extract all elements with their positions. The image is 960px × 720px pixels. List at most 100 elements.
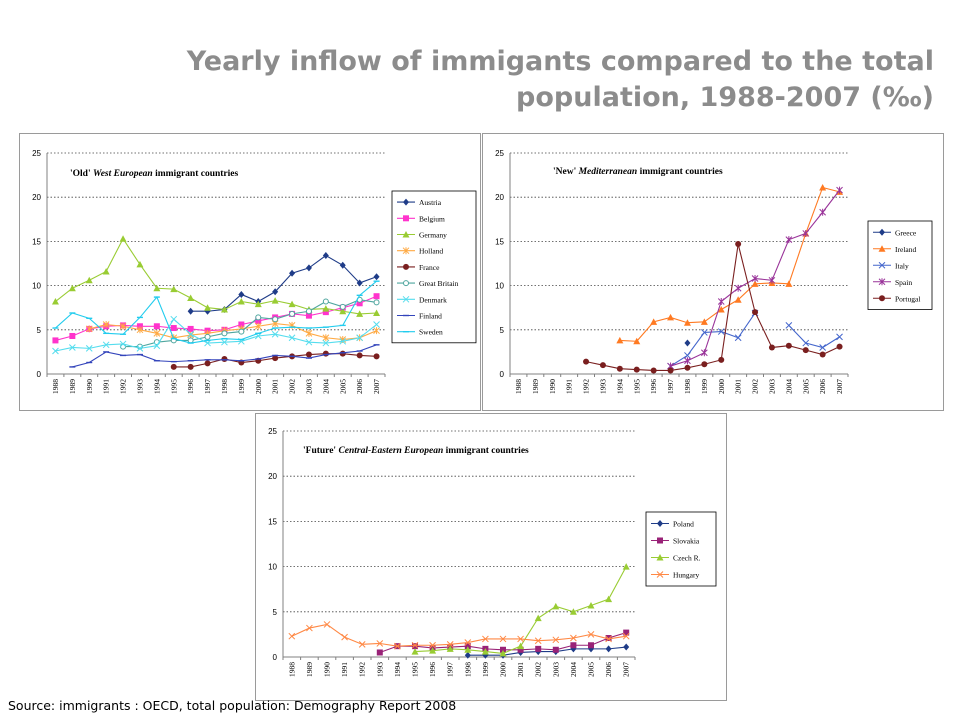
new-point-spain-2000 (718, 298, 724, 305)
future-ytick-20: 20 (268, 472, 277, 481)
future-ytick-25: 25 (268, 427, 277, 436)
old-xtick-1991: 1991 (102, 379, 111, 394)
old-xtick-1998: 1998 (220, 379, 229, 394)
old-xtick-2000: 2000 (254, 379, 263, 394)
new-ytick-20: 20 (495, 193, 504, 202)
old-point-france-1997 (205, 360, 211, 366)
new-gridlines (510, 153, 848, 330)
old-chart-title: 'Old' West European immigrant countries (70, 169, 239, 179)
new-xtick-1989: 1989 (531, 379, 540, 394)
old-xtick-1988: 1988 (51, 379, 60, 394)
future-xtick-2003: 2003 (551, 662, 560, 677)
old-ytick-20: 20 (32, 193, 41, 202)
old-point-germany-1999 (238, 298, 245, 305)
old-point-germany-1991 (103, 268, 110, 275)
future-xtick-2000: 2000 (499, 662, 508, 677)
slide-title-line-1: Yearly inflow of immigants compared to t… (100, 44, 934, 80)
old-xtick-1995: 1995 (169, 379, 178, 394)
old-legend-label-finland: Finland (419, 312, 442, 321)
future-line-poland (468, 647, 626, 655)
old-xtick-2004: 2004 (321, 379, 330, 394)
new-legend-label-italy: Italy (895, 261, 909, 270)
old-point-great-britain-2002 (290, 311, 295, 316)
new-point-portugal-2002 (752, 309, 758, 315)
old-point-austria-2003 (306, 264, 312, 271)
old-point-austria-1996 (188, 308, 194, 315)
old-ytick-10: 10 (32, 282, 41, 291)
future-chart-title-part: immigrant countries (443, 446, 529, 456)
old-point-great-britain-2005 (340, 304, 345, 309)
old-xtick-2005: 2005 (338, 379, 347, 394)
new-ytick-15: 15 (495, 237, 504, 246)
old-point-great-britain-2003 (306, 309, 311, 314)
old-xtick-2001: 2001 (271, 379, 280, 394)
old-legend-marker-france (403, 264, 409, 270)
new-xtick-2004: 2004 (784, 379, 793, 394)
old-xtick-2002: 2002 (288, 379, 297, 394)
new-xtick-2007: 2007 (835, 379, 844, 394)
new-series-greece (684, 340, 690, 347)
new-point-ireland-1997 (667, 314, 674, 321)
new-point-portugal-1994 (617, 366, 623, 372)
old-xtick-1999: 1999 (237, 379, 246, 394)
new-point-spain-2006 (820, 209, 826, 216)
old-legend-label-sweden: Sweden (419, 328, 443, 337)
future-xtick-1999: 1999 (481, 662, 490, 677)
future-xtick-1995: 1995 (411, 662, 420, 677)
new-chart-title-part: 'New' (553, 167, 579, 177)
old-point-germany-1989 (69, 285, 76, 292)
old-legend: AustriaBelgiumGermanyHollandFranceGreat … (392, 191, 476, 343)
future-xtick-1993: 1993 (375, 662, 384, 677)
new-xtick-1992: 1992 (582, 379, 591, 394)
new-point-spain-2004 (786, 236, 792, 243)
chart-panel-new-mediterranean: 0 5 10 15 20 25 1988 1989 1990 1991 1992 1993 1994 19… (482, 133, 944, 411)
future-xtick-2002: 2002 (534, 662, 543, 677)
future-point-poland-2007 (623, 644, 629, 651)
old-xtick-1994: 1994 (152, 379, 161, 394)
new-ytick-10: 10 (495, 282, 504, 291)
future-xtick-1994: 1994 (393, 662, 402, 677)
future-gridlines (283, 431, 635, 612)
new-xtick-1999: 1999 (700, 379, 709, 394)
future-xtick-1989: 1989 (305, 662, 314, 677)
future-point-slovakia-1993 (377, 649, 383, 655)
future-xtick-1992: 1992 (358, 662, 367, 677)
future-xtick-2007: 2007 (622, 662, 631, 677)
future-chart-title: 'Future' Central-Eastern European immigr… (303, 446, 529, 456)
new-legend: Greece Ireland Italy Spain Portugal (868, 221, 932, 310)
old-line-finland (72, 345, 376, 367)
new-xtick-1994: 1994 (615, 379, 624, 394)
new-xtick-2002: 2002 (751, 379, 760, 394)
old-point-france-1998 (221, 356, 227, 362)
old-legend-label-germany: Germany (419, 231, 447, 240)
new-point-portugal-2003 (769, 344, 775, 350)
old-xtick-1990: 1990 (85, 379, 94, 394)
future-xtick-1990: 1990 (323, 662, 332, 677)
chart-old-west-european: 05101520251988 1989 1990 1991 1992 1993 1994 19… (20, 134, 480, 410)
future-legend-marker-slovakia (657, 538, 663, 544)
new-point-portugal-1992 (583, 359, 589, 365)
new-point-portugal-2005 (803, 347, 809, 353)
new-ytick-5: 5 (500, 326, 505, 335)
old-xtick-2003: 2003 (304, 379, 313, 394)
old-point-belgium-1994 (154, 323, 160, 329)
old-point-great-britain-1998 (222, 331, 227, 336)
old-series-finland (69, 345, 379, 367)
new-point-italy-2001 (735, 335, 741, 341)
chart-panel-future-central-eastern: 0 5 10 15 20 25 1988 1989 1990 1991 1992 1993 1994 19… (255, 413, 727, 701)
future-point-poland-2006 (606, 645, 612, 652)
future-point-slovakia-2004 (570, 642, 576, 648)
old-series-belgium (52, 293, 379, 343)
future-xtick-1997: 1997 (446, 662, 455, 677)
old-point-france-2003 (306, 352, 312, 358)
new-series-spain (668, 187, 843, 370)
old-gridlines (47, 153, 385, 330)
new-xtick-1995: 1995 (632, 379, 641, 394)
future-chart-title-part: Central-Eastern European (338, 446, 443, 456)
old-point-germany-1996 (187, 294, 194, 301)
old-ytick-5: 5 (37, 326, 42, 335)
new-xtick-2005: 2005 (801, 379, 810, 394)
new-series-ireland (616, 184, 843, 344)
slide-title: Yearly inflow of immigants compared to t… (100, 44, 934, 116)
future-xtick-1988: 1988 (287, 662, 296, 677)
